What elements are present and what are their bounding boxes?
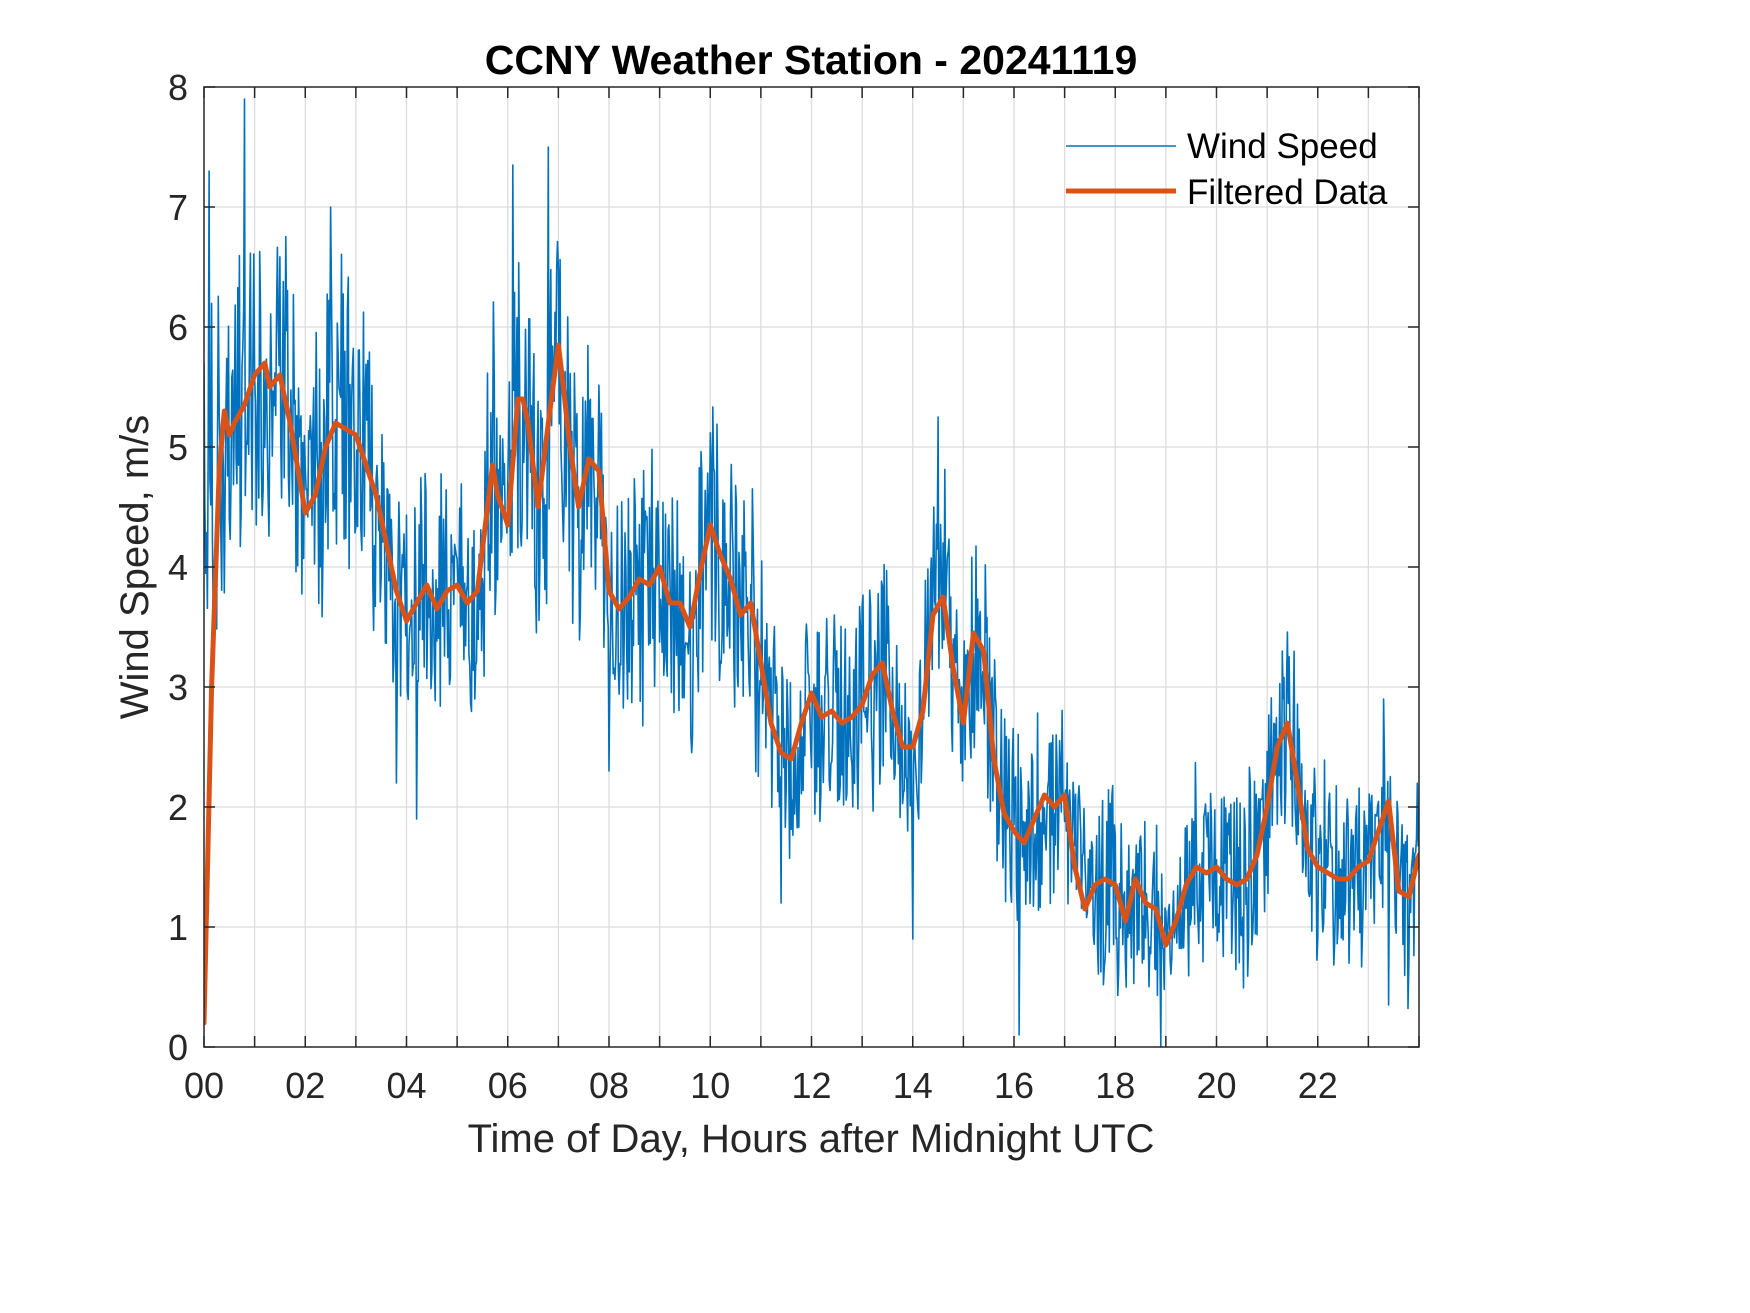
legend: Wind Speed Filtered Data [1066, 127, 1388, 212]
x-tick-label: 20 [1196, 1065, 1236, 1106]
y-axis-label: Wind Speed, m/s [113, 415, 157, 720]
legend-label-filtered-data: Filtered Data [1187, 173, 1388, 212]
y-tick-label: 7 [168, 187, 188, 228]
y-tick-label: 8 [168, 67, 188, 108]
x-tick-label: 16 [994, 1065, 1034, 1106]
x-tick-label: 08 [589, 1065, 629, 1106]
x-tick-label: 10 [690, 1065, 730, 1106]
x-tick-label: 18 [1095, 1065, 1135, 1106]
x-tick-label: 00 [184, 1065, 224, 1106]
y-tick-label: 3 [168, 667, 188, 708]
y-tick-label: 2 [168, 787, 188, 828]
x-tick-label: 12 [791, 1065, 831, 1106]
y-tick-label: 6 [168, 307, 188, 348]
y-tick-label: 1 [168, 907, 188, 948]
y-tick-label: 4 [168, 547, 188, 588]
y-axis-ticks: 0 1 2 3 4 5 6 7 8 [168, 67, 1419, 1068]
x-tick-label: 04 [386, 1065, 426, 1106]
x-tick-label: 14 [893, 1065, 933, 1106]
series-filtered-data-line [204, 342, 1419, 1026]
series-wind-speed-line [204, 98, 1419, 1048]
y-tick-label: 0 [168, 1027, 188, 1068]
x-tick-label: 06 [488, 1065, 528, 1106]
legend-label-wind-speed: Wind Speed [1187, 127, 1378, 166]
x-axis-ticks: 00 02 04 06 08 10 12 14 16 18 20 22 [184, 87, 1420, 1106]
x-axis-label: Time of Day, Hours after Midnight UTC [468, 1117, 1155, 1161]
chart-title: CCNY Weather Station - 20241119 [485, 37, 1138, 83]
x-tick-label: 22 [1298, 1065, 1338, 1106]
y-tick-label: 5 [168, 427, 188, 468]
x-tick-label: 02 [285, 1065, 325, 1106]
